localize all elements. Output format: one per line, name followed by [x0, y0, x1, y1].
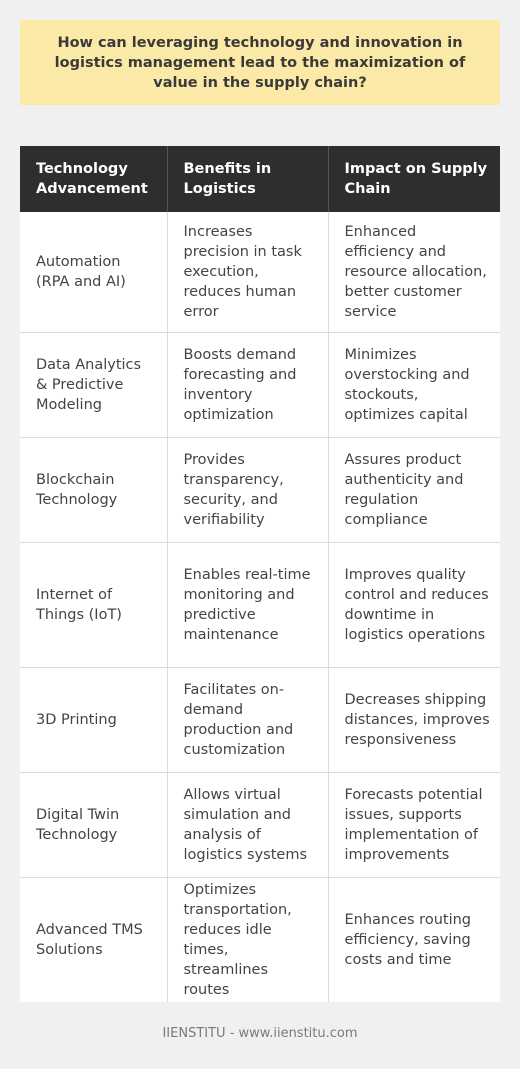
cell-benefits: Boosts demand forecasting and inventory …	[167, 332, 329, 438]
cell-technology: Internet of Things (IoT)	[20, 542, 168, 668]
cell-technology: Digital Twin Technology	[20, 772, 168, 878]
header-impact: Impact on Supply Chain	[328, 146, 500, 212]
table-row: Data Analytics & Predictive Modeling Boo…	[20, 332, 500, 438]
cell-benefits: Facilitates on-demand production and cus…	[167, 667, 329, 773]
cell-impact: Decreases shipping distances, improves r…	[328, 667, 500, 773]
cell-technology: Automation (RPA and AI)	[20, 212, 168, 333]
table-row: Digital Twin Technology Allows virtual s…	[20, 772, 500, 878]
cell-benefits: Optimizes transportation, reduces idle t…	[167, 877, 329, 1002]
question-box: How can leveraging technology and innova…	[20, 20, 500, 105]
cell-technology: Advanced TMS Solutions	[20, 877, 168, 1002]
cell-benefits: Increases precision in task execution, r…	[167, 212, 329, 333]
cell-impact: Enhances routing efficiency, saving cost…	[328, 877, 500, 1002]
table-row: Automation (RPA and AI) Increases precis…	[20, 212, 500, 333]
question-title: How can leveraging technology and innova…	[54, 34, 466, 91]
cell-benefits: Allows virtual simulation and analysis o…	[167, 772, 329, 878]
cell-impact: Enhanced efficiency and resource allocat…	[328, 212, 500, 333]
table-row: Internet of Things (IoT) Enables real-ti…	[20, 542, 500, 668]
cell-technology: Blockchain Technology	[20, 437, 168, 543]
cell-impact: Assures product authenticity and regulat…	[328, 437, 500, 543]
header-technology: Technology Advancement	[20, 146, 168, 212]
table-row: 3D Printing Facilitates on-demand produc…	[20, 667, 500, 773]
cell-benefits: Enables real-time monitoring and predict…	[167, 542, 329, 668]
footer-credit: IIENSTITU - www.iienstitu.com	[162, 1026, 358, 1041]
header-benefits: Benefits in Logistics	[167, 146, 329, 212]
cell-impact: Minimizes overstocking and stockouts, op…	[328, 332, 500, 438]
technology-table: Technology Advancement Benefits in Logis…	[20, 146, 500, 1002]
cell-impact: Forecasts potential issues, supports imp…	[328, 772, 500, 878]
table-header-row: Technology Advancement Benefits in Logis…	[20, 146, 500, 212]
cell-technology: Data Analytics & Predictive Modeling	[20, 332, 168, 438]
table-row: Advanced TMS Solutions Optimizes transpo…	[20, 877, 500, 1002]
cell-impact: Improves quality control and reduces dow…	[328, 542, 500, 668]
table-row: Blockchain Technology Provides transpare…	[20, 437, 500, 543]
cell-benefits: Provides transparency, security, and ver…	[167, 437, 329, 543]
cell-technology: 3D Printing	[20, 667, 168, 773]
